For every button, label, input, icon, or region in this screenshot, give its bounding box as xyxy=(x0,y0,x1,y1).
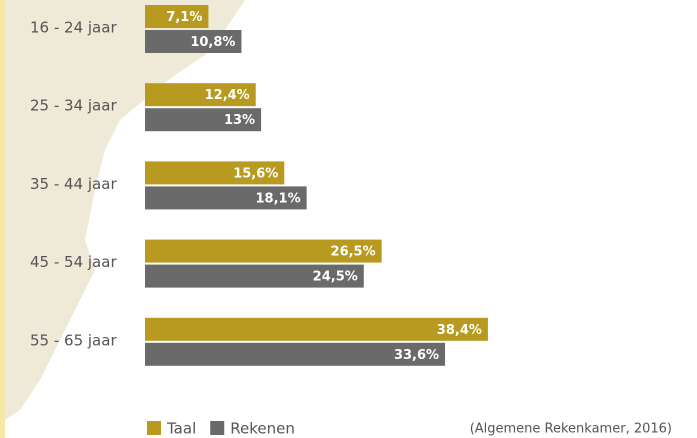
bar xyxy=(145,317,488,341)
legend-swatch xyxy=(210,421,225,435)
value-label: 7,1% xyxy=(166,10,202,25)
value-label: 15,6% xyxy=(233,166,278,181)
legend-label: Taal xyxy=(166,420,196,438)
left-strip xyxy=(0,0,5,438)
category-label: 25 - 34 jaar xyxy=(30,97,117,115)
bar xyxy=(145,239,382,263)
value-label: 26,5% xyxy=(331,245,376,260)
source: (Algemene Rekenkamer, 2016) xyxy=(470,422,672,437)
category-label: 45 - 54 jaar xyxy=(30,253,117,271)
map-shape xyxy=(5,0,245,420)
bar xyxy=(145,5,209,28)
category-label: 16 - 24 jaar xyxy=(30,19,117,37)
bar xyxy=(145,30,242,53)
value-label: 10,8% xyxy=(190,35,235,50)
bar xyxy=(145,186,307,210)
bar xyxy=(145,264,364,288)
bar xyxy=(145,342,446,366)
value-label: 18,1% xyxy=(256,191,301,206)
value-label: 13% xyxy=(224,113,255,128)
category-label: 35 - 44 jaar xyxy=(30,175,117,193)
value-label: 33,6% xyxy=(394,348,439,363)
legend-label: Rekenen xyxy=(230,420,295,438)
value-label: 38,4% xyxy=(437,323,482,338)
category-label: 55 - 65 jaar xyxy=(30,331,117,349)
bar xyxy=(145,161,285,185)
bar xyxy=(145,108,262,132)
legend-swatch xyxy=(147,421,161,435)
value-label: 12,4% xyxy=(205,88,250,103)
bar xyxy=(145,83,256,107)
value-label: 24,5% xyxy=(313,270,358,285)
